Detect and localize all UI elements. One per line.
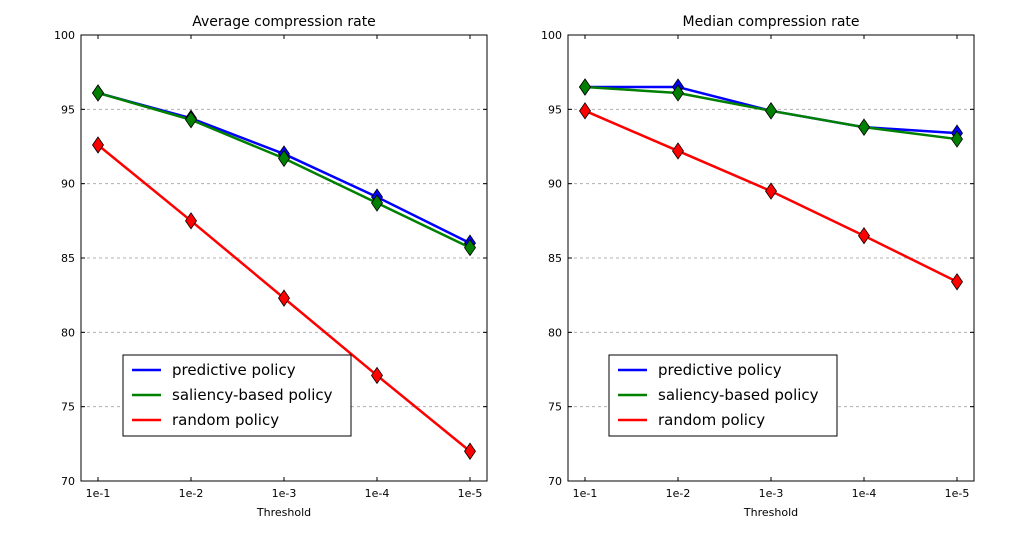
data-point-2	[951, 273, 963, 291]
chart-title: Average compression rate	[192, 14, 376, 30]
x-tick-label: 1e-1	[86, 487, 111, 500]
y-tick-label: 90	[61, 178, 75, 191]
chart-title: Median compression rate	[682, 14, 859, 30]
y-tick-label: 95	[61, 103, 75, 116]
data-point-1	[185, 111, 197, 129]
data-point-2	[92, 136, 104, 154]
data-point-2	[672, 142, 684, 160]
data-point-2	[765, 182, 777, 200]
data-point-2	[858, 226, 870, 245]
legend-label-2: random policy	[172, 411, 279, 429]
y-tick-label: 80	[61, 326, 75, 339]
legend-label-0: predictive policy	[172, 361, 296, 379]
data-point-2	[579, 102, 591, 120]
data-point-1	[92, 84, 104, 102]
chart-average-compression-rate: 70 75 80 85 90 95 100 1e-1 1e-2 1e-3 1e-4 1e-5 Avera…	[54, 14, 488, 519]
data-point-1	[278, 149, 290, 168]
legend-label-2: random policy	[658, 411, 765, 429]
x-tick-label: 1e-1	[573, 487, 598, 500]
y-tick-label: 100	[541, 29, 562, 42]
x-tick-label: 1e-2	[666, 487, 691, 500]
data-point-1	[672, 84, 684, 102]
y-tick-label: 85	[548, 252, 562, 265]
x-tick-label: 1e-2	[179, 487, 204, 500]
data-point-1	[765, 102, 777, 120]
data-point-2	[464, 442, 476, 460]
series-line-1	[97, 91, 471, 249]
data-point-1	[371, 194, 383, 212]
y-tick-label: 85	[61, 252, 75, 265]
y-tick-label: 75	[548, 401, 562, 414]
data-point-2	[371, 366, 383, 385]
y-tick-label: 70	[61, 475, 75, 488]
x-tick-label: 1e-4	[365, 487, 390, 500]
y-tick-label: 80	[548, 326, 562, 339]
data-point-2	[185, 212, 197, 230]
x-tick-label: 1e-3	[272, 487, 297, 500]
data-point-1	[858, 118, 870, 136]
plot-frame	[80, 34, 488, 482]
data-point-1	[951, 130, 963, 148]
legend-label-1: saliency-based policy	[658, 386, 819, 404]
x-axis-label: Threshold	[256, 506, 311, 519]
y-tick-label: 95	[548, 103, 562, 116]
y-tick-label: 75	[61, 401, 75, 414]
data-point-1	[464, 238, 476, 257]
y-tick-label: 70	[548, 475, 562, 488]
chart-median-compression-rate: 70 75 80 85 90 95 100 1e-1 1e-2 1e-3 1e-4 1e-5 Media…	[541, 14, 975, 519]
x-axis-label: Threshold	[743, 506, 798, 519]
data-point-1	[579, 78, 591, 96]
data-point-2	[278, 289, 290, 307]
x-tick-label: 1e-5	[945, 487, 970, 500]
y-tick-label: 100	[54, 29, 75, 42]
legend-label-1: saliency-based policy	[172, 386, 333, 404]
x-tick-label: 1e-4	[852, 487, 877, 500]
x-tick-label: 1e-3	[759, 487, 784, 500]
legend-label-0: predictive policy	[658, 361, 782, 379]
plot-frame	[567, 34, 975, 482]
y-tick-label: 90	[548, 178, 562, 191]
x-tick-label: 1e-5	[458, 487, 483, 500]
